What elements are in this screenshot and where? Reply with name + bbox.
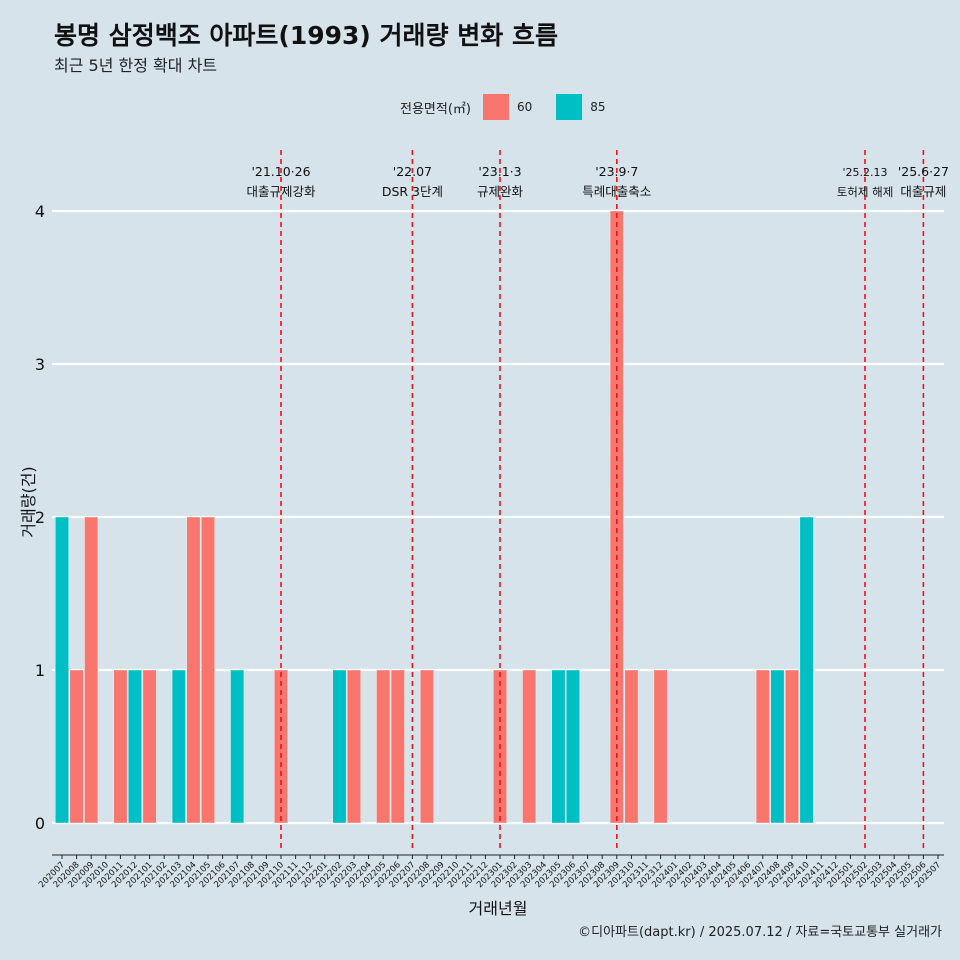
bar-60-202008 xyxy=(69,669,84,824)
bar-60-202208 xyxy=(420,669,434,824)
y-tick-label: 3 xyxy=(35,355,45,374)
event-date: '21.10·26 xyxy=(251,164,310,179)
event-label: 규제완화 xyxy=(477,184,524,199)
bar-60-202309 xyxy=(609,210,624,824)
bar-85-202107 xyxy=(230,669,245,824)
y-tick-label: 4 xyxy=(35,202,45,221)
x-axis-title: 거래년월 xyxy=(469,899,528,918)
bar-60-202303 xyxy=(522,669,537,824)
legend-key-60 xyxy=(482,94,509,120)
event-label: 대출규제강화 xyxy=(246,184,316,199)
y-tick-label: 2 xyxy=(35,508,45,527)
bar-60-202407 xyxy=(755,669,770,824)
event-date: '25.2.13 xyxy=(842,166,887,179)
event-date: '23.1·3 xyxy=(478,164,521,179)
legend-title: 전용면적(㎡) xyxy=(400,101,471,117)
bar-60-202206 xyxy=(390,669,405,824)
bar-85-202306 xyxy=(566,669,580,824)
caption: ©디아파트(dapt.kr) / 2025.07.12 / 자료=국토교통부 실… xyxy=(578,925,942,940)
bar-85-202408 xyxy=(770,669,785,824)
bar-60-202409 xyxy=(785,669,799,824)
bar-85-202410 xyxy=(799,516,814,824)
bar-85-202012 xyxy=(128,669,142,824)
bar-85-202202 xyxy=(332,669,347,824)
bar-60-202011 xyxy=(113,669,128,824)
event-label: 대출규제 xyxy=(900,184,946,199)
chart-subtitle: 최근 5년 한정 확대 차트 xyxy=(54,56,218,75)
y-tick-label: 1 xyxy=(35,661,45,680)
y-axis-title: 거래량(건) xyxy=(19,466,38,537)
event-label: 특례대출축소 xyxy=(582,184,651,199)
legend-key-85 xyxy=(556,94,583,120)
bar-60-202105 xyxy=(201,516,215,824)
event-date: '22.07 xyxy=(393,164,432,179)
bar-85-202103 xyxy=(171,669,186,824)
bar-60-202205 xyxy=(376,669,391,824)
bar-60-202009 xyxy=(84,516,99,824)
legend: 전용면적(㎡) 60 85 xyxy=(400,94,630,120)
bar-60-202104 xyxy=(186,516,201,824)
bar-60-202312 xyxy=(653,669,668,824)
bar-60-202310 xyxy=(624,669,639,824)
event-date: '25.6·27 xyxy=(898,164,949,179)
bar-60-202203 xyxy=(347,669,361,824)
chart-title: 봉명 삼정백조 아파트(1993) 거래량 변화 흐름 xyxy=(54,21,558,50)
bar-85-202305 xyxy=(551,669,566,824)
bar-85-202007 xyxy=(55,516,69,824)
event-label: DSR 3단계 xyxy=(382,184,443,199)
event-date: '23.9·7 xyxy=(595,164,638,179)
y-tick-label: 0 xyxy=(35,814,45,833)
legend-label-60: 60 xyxy=(516,100,533,114)
event-label: 토허제 해제 xyxy=(837,185,894,199)
bar-60-202101 xyxy=(142,669,157,824)
legend-label-85: 85 xyxy=(590,100,606,114)
